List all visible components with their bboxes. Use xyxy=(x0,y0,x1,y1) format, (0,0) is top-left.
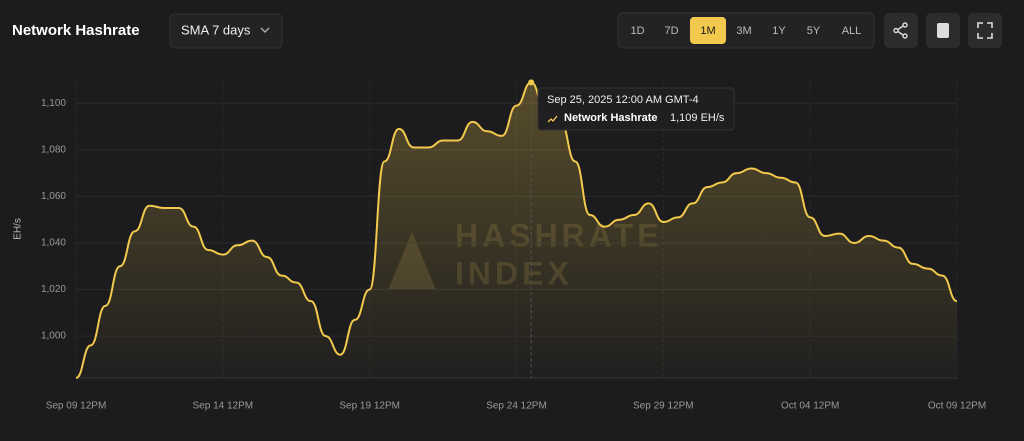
range-label: 5Y xyxy=(807,25,821,37)
x-tick-label: Oct 04 12PM xyxy=(781,401,839,412)
fullscreen-button[interactable] xyxy=(968,13,1002,48)
y-tick-label: 1,000 xyxy=(41,331,66,342)
title: Network Hashrate xyxy=(12,22,140,39)
range-label: 1Y xyxy=(772,25,786,37)
share-button[interactable] xyxy=(884,13,918,48)
range-label: 1M xyxy=(700,25,715,37)
dropdown[interactable] xyxy=(169,13,283,49)
range-label: 7D xyxy=(664,25,678,37)
y-tick-label: 1,040 xyxy=(41,238,66,249)
y-tick-label: 1,080 xyxy=(41,144,66,155)
y-tick-label: 1,100 xyxy=(41,98,66,109)
x-tick-label: Sep 24 12PM xyxy=(486,401,547,412)
ranges: 1D 7D 1M 3M 1Y 5Y ALL xyxy=(630,17,862,44)
line xyxy=(75,81,958,379)
x-tick-label: Sep 29 12PM xyxy=(633,401,694,412)
range-label: 1D xyxy=(630,25,644,37)
tooltip-date: Sep 25, 2025 12:00 AM GMT-4 xyxy=(547,94,699,106)
x-tick-label: Sep 19 12PM xyxy=(339,401,400,412)
area-fill xyxy=(76,82,957,378)
plot: HASHRATEINDEX1,0001,0201,0401,0601,0801,… xyxy=(13,79,986,412)
y-tick-label: 1,020 xyxy=(41,284,66,295)
x-tick-label: Oct 09 12PM xyxy=(928,401,986,412)
share-icon xyxy=(893,22,908,39)
range-label: ALL xyxy=(842,25,862,37)
tooltip-point xyxy=(528,79,535,86)
x-tick-label: Sep 14 12PM xyxy=(193,401,254,412)
x-tick-label: Sep 09 12PM xyxy=(46,401,107,412)
range-label: 3M xyxy=(736,25,751,37)
tooltip xyxy=(537,87,735,131)
dropdown-label: SMA 7 days xyxy=(181,22,251,37)
chevron xyxy=(260,27,270,33)
snapshot-icon xyxy=(937,23,949,38)
y-axis-label: EH/s xyxy=(13,218,24,240)
fullscreen-icon xyxy=(977,22,993,39)
range-button[interactable] xyxy=(690,17,726,44)
tooltip-icon xyxy=(547,115,558,123)
tooltip-value: 1,109 EH/s xyxy=(670,112,725,124)
y-tick-label: 1,060 xyxy=(41,191,66,202)
range-group xyxy=(617,12,875,49)
tooltip-series: Network Hashrate xyxy=(564,112,658,124)
